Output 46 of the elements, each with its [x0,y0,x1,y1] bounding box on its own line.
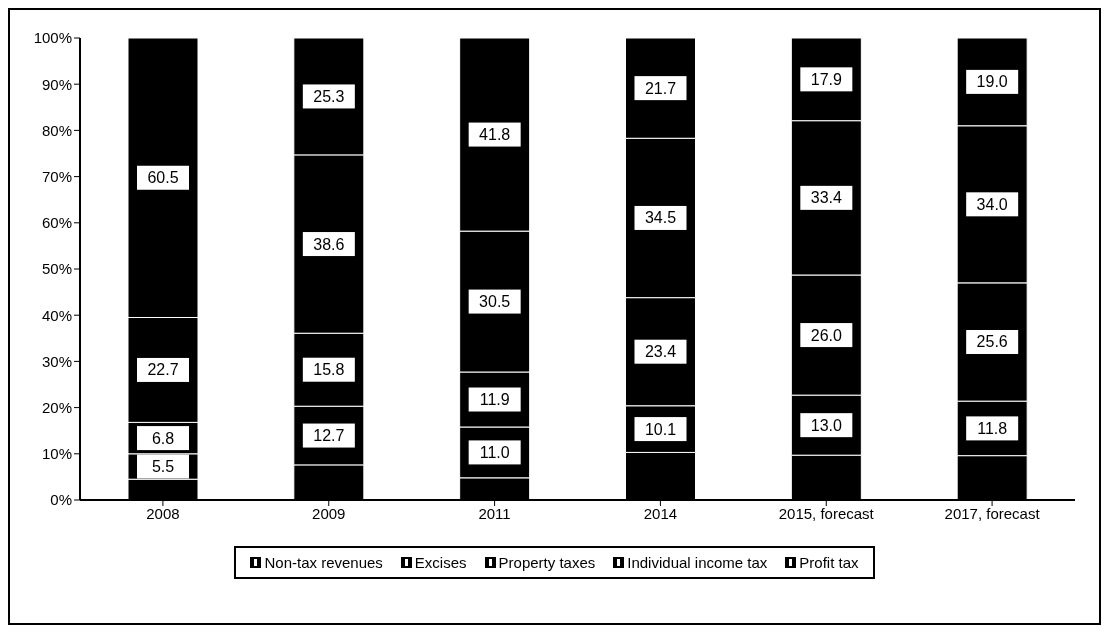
x-tick-label: 2017, forecast [944,504,1041,522]
data-label: 15.8 [313,361,345,379]
x-tick-label: 2015, forecast [778,504,875,522]
data-label: 10.1 [644,420,677,438]
data-label: 38.6 [313,235,345,253]
data-label: 11.8 [977,419,1008,437]
data-label: 22.7 [147,361,179,379]
x-tick-label: 2009 [312,504,346,522]
data-label: 25.6 [976,333,1008,351]
legend-label: Property taxes [498,554,596,571]
data-label: 25.3 [313,87,345,105]
data-label: 6.8 [151,429,175,447]
data-label: 30.5 [479,293,511,311]
y-tick-label: 60% [41,214,72,232]
y-tick-label: 50% [41,260,72,278]
x-tick-label: 2008 [146,504,180,522]
data-label: 12.7 [313,427,345,445]
y-tick-label: 70% [41,167,72,185]
y-tick-label: 100% [33,29,72,47]
data-label: 41.8 [479,126,511,144]
y-tick-label: 0% [50,491,72,509]
x-tick-label: 2014 [643,504,678,522]
data-label: 26.0 [810,326,843,344]
data-label: 34.0 [976,195,1008,213]
data-label: 60.5 [147,169,179,187]
data-label: 11.9 [479,391,510,409]
data-label: 33.4 [810,189,843,207]
x-tick-label: 2011 [478,504,511,522]
data-label: 23.4 [644,343,677,361]
data-label: 19.0 [976,73,1008,91]
y-tick-label: 20% [41,398,72,416]
y-tick-label: 40% [41,306,72,324]
legend-label: Non-tax revenues [264,554,383,571]
legend-label: Profit tax [799,554,859,571]
data-label: 11.0 [479,443,510,461]
legend-label: Excises [414,554,467,571]
y-tick-label: 10% [41,445,72,463]
data-label: 34.5 [644,209,677,227]
data-label: 21.7 [644,79,677,97]
y-tick-label: 80% [41,121,72,139]
legend-label: Individual income tax [627,554,768,571]
data-label: 13.0 [810,416,843,434]
data-label: 17.9 [810,70,843,88]
y-tick-label: 30% [41,352,72,370]
y-tick-label: 90% [41,75,72,93]
data-label: 5.5 [151,458,175,476]
